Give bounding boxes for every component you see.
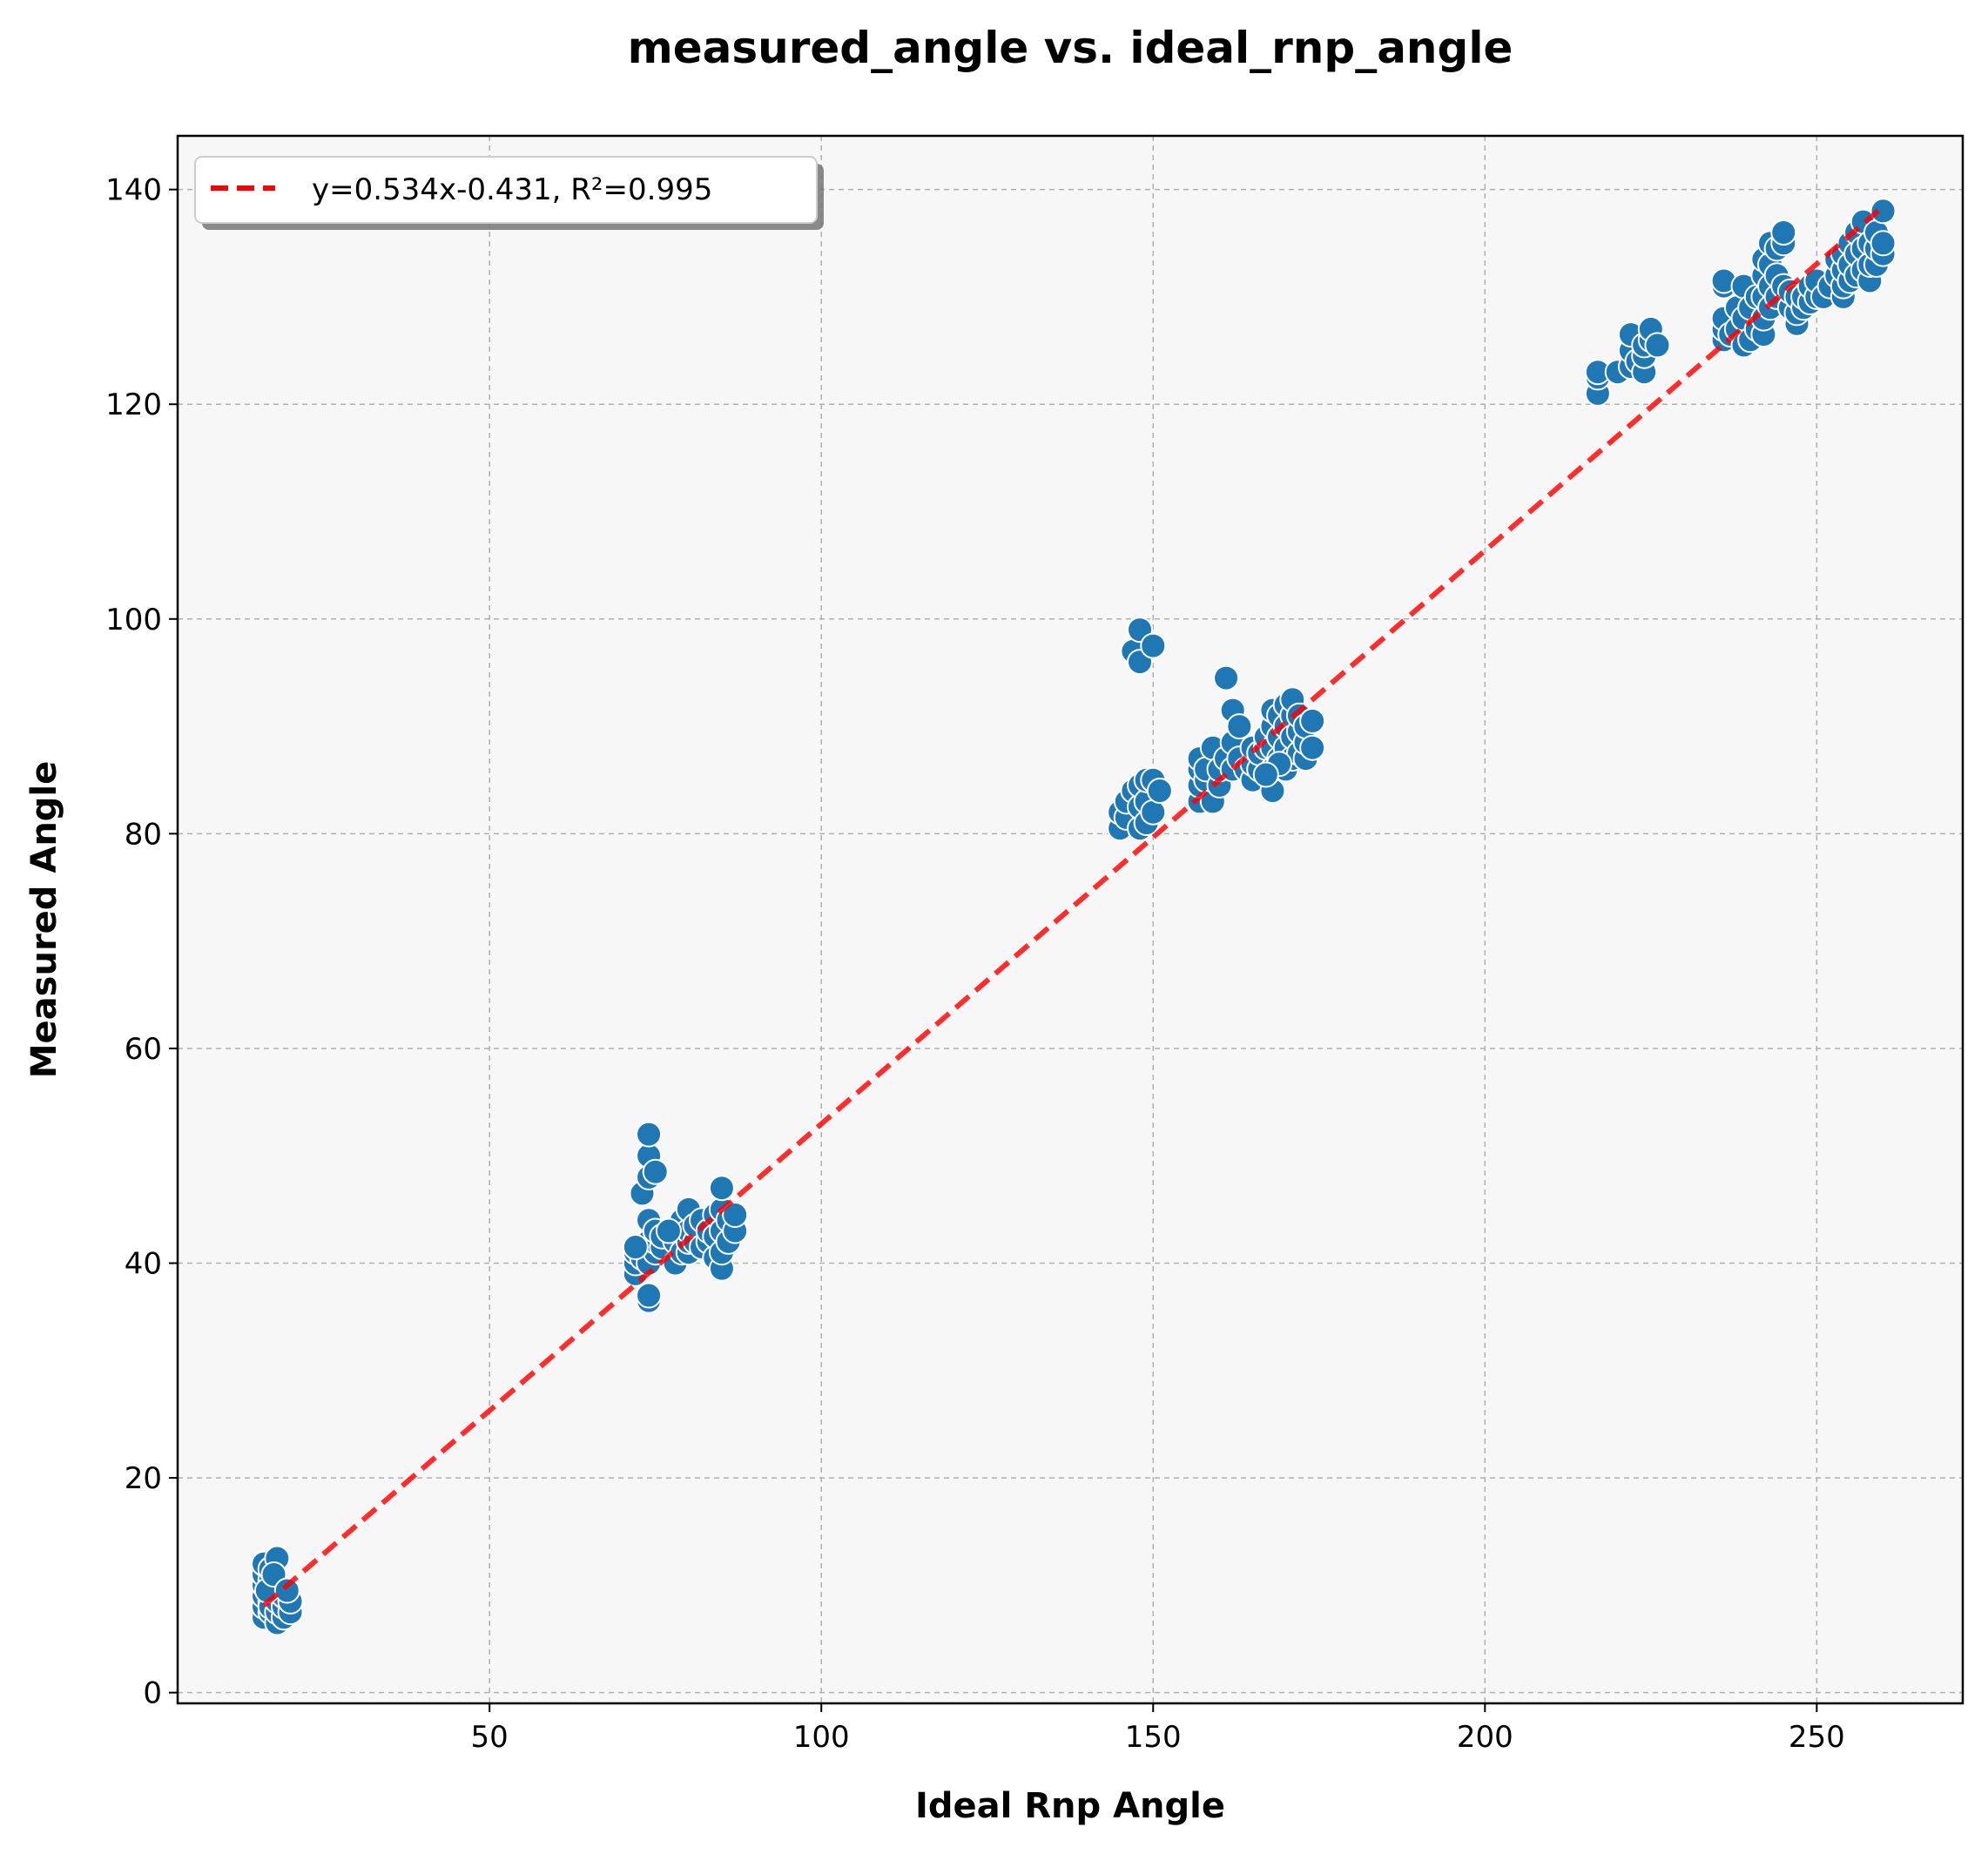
legend-box xyxy=(194,156,818,224)
data-point xyxy=(1644,332,1671,359)
data-point xyxy=(1770,219,1797,246)
data-point xyxy=(1140,632,1167,659)
data-point xyxy=(1299,734,1326,761)
y-tick-label: 140 xyxy=(105,173,162,208)
data-point xyxy=(636,1121,663,1148)
x-tick-label: 100 xyxy=(793,1720,850,1755)
y-tick-label: 20 xyxy=(125,1461,162,1496)
y-tick-label: 100 xyxy=(105,603,162,637)
x-tick-label: 150 xyxy=(1125,1720,1182,1755)
x-tick-label: 200 xyxy=(1457,1720,1513,1755)
x-axis-ticks: 50 100 150 200 250 xyxy=(471,1703,1845,1755)
x-tick-label: 250 xyxy=(1789,1720,1845,1755)
data-point xyxy=(1870,230,1897,257)
legend: y=0.534x-0.431, R²=0.995 xyxy=(194,156,824,230)
data-point xyxy=(722,1202,749,1229)
data-point xyxy=(1252,761,1279,788)
data-point xyxy=(622,1234,649,1261)
y-tick-label: 0 xyxy=(143,1676,162,1711)
y-tick-label: 80 xyxy=(125,817,162,852)
data-point xyxy=(1226,713,1253,740)
data-point xyxy=(1299,707,1326,734)
y-axis-ticks: 0 20 40 60 80 100 120 140 xyxy=(105,173,178,1711)
plot-frame xyxy=(176,134,1964,1705)
data-point xyxy=(1870,198,1897,225)
plot-area xyxy=(178,136,1963,1703)
data-point xyxy=(642,1158,669,1185)
x-axis-label: Ideal Rnp Angle xyxy=(915,1786,1225,1826)
legend-fit-label: y=0.534x-0.431, R²=0.995 xyxy=(312,172,712,207)
data-point xyxy=(655,1217,682,1244)
x-tick-label: 50 xyxy=(471,1720,509,1755)
data-points xyxy=(251,198,1897,1636)
data-point xyxy=(636,1282,663,1309)
y-tick-label: 40 xyxy=(125,1247,162,1282)
data-point xyxy=(708,1175,735,1202)
fit-line xyxy=(262,204,1885,1608)
data-point xyxy=(1146,778,1173,805)
data-point xyxy=(1140,799,1167,826)
y-tick-label: 60 xyxy=(125,1032,162,1067)
data-point xyxy=(273,1577,300,1604)
data-point xyxy=(1213,664,1240,691)
y-axis-label: Measured Angle xyxy=(24,761,64,1079)
y-tick-label: 120 xyxy=(105,388,162,422)
chart-title: measured_angle vs. ideal_rnp_angle xyxy=(628,23,1513,73)
